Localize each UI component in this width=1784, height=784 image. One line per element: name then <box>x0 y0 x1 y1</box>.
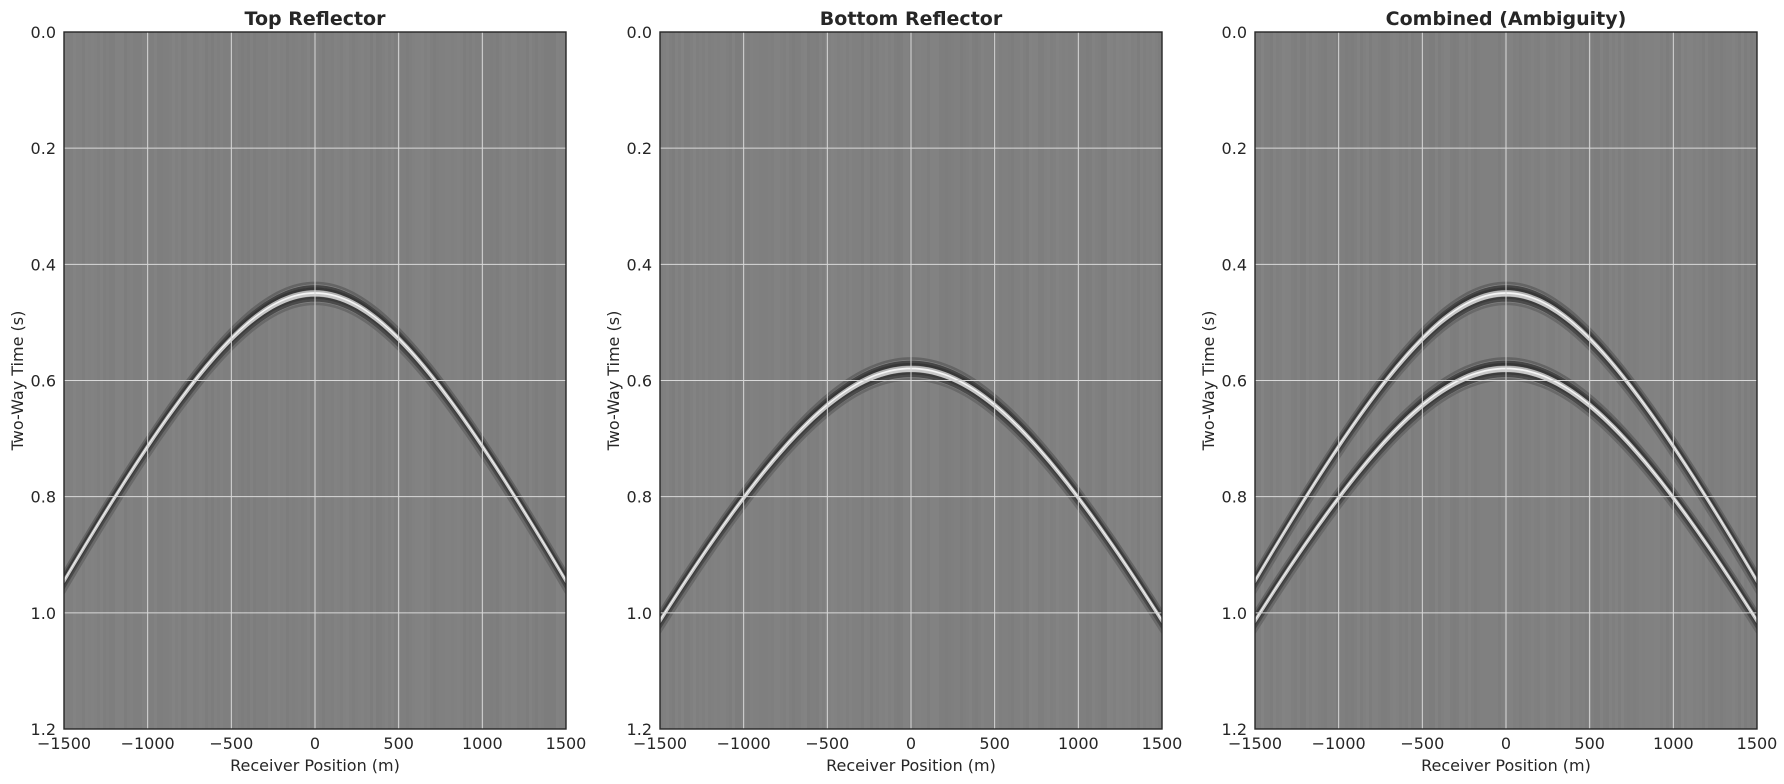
x-tick-label: 500 <box>979 734 1010 753</box>
x-tick-label: −1500 <box>1228 734 1282 753</box>
y-tick-label: 0.0 <box>31 23 56 42</box>
x-tick-label: 0 <box>1501 734 1511 753</box>
y-tick-label: 0.6 <box>31 372 56 391</box>
chart-title: Bottom Reflector <box>820 8 1003 30</box>
x-tick-label: 0 <box>906 734 916 753</box>
x-tick-label: −1000 <box>717 734 771 753</box>
panel-2: Bottom Reflector −1500 −1000 −500 0 500 1000 15… <box>604 8 1182 775</box>
y-tick-label: 1.0 <box>627 604 652 623</box>
chart-title: Combined (Ambiguity) <box>1386 8 1627 30</box>
grid <box>1255 32 1757 729</box>
y-tick-label: 1.2 <box>1222 720 1247 739</box>
y-axis-label: Two-Way Time (s) <box>8 311 27 452</box>
y-tick-label: 1.2 <box>31 720 56 739</box>
x-tick-label: 1500 <box>1737 734 1778 753</box>
x-axis-label: Receiver Position (m) <box>230 756 400 775</box>
grid <box>64 32 566 729</box>
y-tick-label: 0.2 <box>31 139 56 158</box>
y-tick-label: 0.4 <box>1222 255 1247 274</box>
x-tick-label: 1500 <box>1142 734 1183 753</box>
y-tick-label: 0.8 <box>31 488 56 507</box>
x-tick-label: −1000 <box>121 734 175 753</box>
x-tick-label: −500 <box>805 734 849 753</box>
x-tick-label: 500 <box>383 734 414 753</box>
plot-frame <box>1254 31 1758 730</box>
y-tick-label: 0.8 <box>1222 488 1247 507</box>
y-tick-label: 0.0 <box>627 23 652 42</box>
x-tick-label: −1000 <box>1312 734 1366 753</box>
plot-frame <box>659 31 1163 730</box>
x-tick-label: −1500 <box>633 734 687 753</box>
y-axis-label: Two-Way Time (s) <box>604 311 623 452</box>
x-tick-label: 1500 <box>546 734 587 753</box>
y-tick-label: 0.8 <box>627 488 652 507</box>
y-tick-label: 1.2 <box>627 720 652 739</box>
y-tick-label: 1.0 <box>1222 604 1247 623</box>
x-tick-label: 1000 <box>1058 734 1099 753</box>
x-tick-label: 1000 <box>462 734 503 753</box>
panel-1: Top Reflector −1500 −1000 −500 0 500 1000 1500 0… <box>8 8 586 775</box>
y-tick-label: 0.4 <box>627 255 652 274</box>
plot-frame <box>63 31 567 730</box>
y-axis-label: Two-Way Time (s) <box>1199 311 1218 452</box>
grid <box>660 32 1162 729</box>
x-tick-label: −1500 <box>37 734 91 753</box>
y-tick-label: 0.2 <box>1222 139 1247 158</box>
chart-title: Top Reflector <box>245 8 387 30</box>
y-tick-label: 0.0 <box>1222 23 1247 42</box>
y-tick-label: 0.4 <box>31 255 56 274</box>
y-tick-label: 0.6 <box>627 372 652 391</box>
y-tick-label: 1.0 <box>31 604 56 623</box>
x-axis-label: Receiver Position (m) <box>826 756 996 775</box>
y-tick-label: 0.6 <box>1222 372 1247 391</box>
x-tick-label: 500 <box>1574 734 1605 753</box>
panel-3: Combined (Ambiguity) −1500 −1000 −500 0 500 10… <box>1199 8 1777 775</box>
x-tick-label: 0 <box>310 734 320 753</box>
x-tick-label: 1000 <box>1653 734 1694 753</box>
x-tick-label: −500 <box>209 734 253 753</box>
x-axis-label: Receiver Position (m) <box>1421 756 1591 775</box>
x-tick-label: −500 <box>1400 734 1444 753</box>
y-tick-label: 0.2 <box>627 139 652 158</box>
